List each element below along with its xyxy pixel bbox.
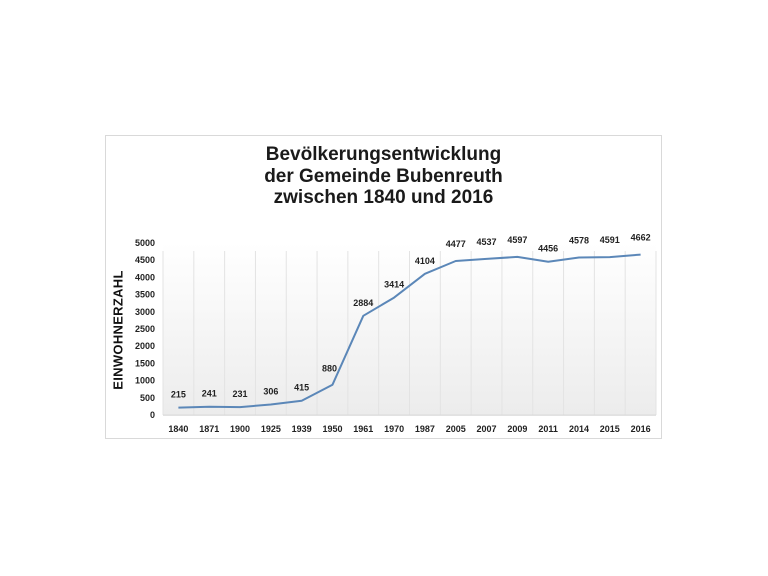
- x-tick-label: 1939: [292, 424, 312, 434]
- data-label: 4537: [477, 237, 497, 247]
- y-tick-label: 4500: [135, 255, 155, 265]
- y-tick-label: 500: [140, 393, 155, 403]
- data-label: 4591: [600, 235, 620, 245]
- data-label: 4104: [415, 256, 435, 266]
- data-label: 3414: [384, 280, 404, 290]
- y-tick-label: 4000: [135, 272, 155, 282]
- chart-title-line-1: Bevölkerungsentwicklung: [265, 144, 502, 165]
- x-tick-label: 1900: [230, 424, 250, 434]
- x-tick-label: 2005: [446, 424, 466, 434]
- data-label: 4477: [446, 239, 466, 249]
- data-label: 306: [263, 386, 278, 396]
- x-tick-label: 2014: [569, 424, 589, 434]
- y-tick-label: 2500: [135, 324, 155, 334]
- x-tick-label: 1987: [415, 424, 435, 434]
- data-label: 4578: [569, 236, 589, 246]
- x-axis-ticks: 1840 1871 1900 1925 1939 1950 1961 1970 1987 2005…: [168, 424, 650, 434]
- data-label: 880: [322, 364, 337, 374]
- data-label: 4597: [507, 235, 527, 245]
- data-label: 231: [233, 389, 248, 399]
- y-axis-ticks: 0 500 1000 1500 2000 2500 3000 3500 4000 4500 5000: [135, 238, 155, 420]
- x-tick-label: 1840: [168, 424, 188, 434]
- x-tick-label: 1961: [353, 424, 373, 434]
- data-label: 4662: [631, 233, 651, 243]
- data-label: 2884: [353, 298, 373, 308]
- y-tick-label: 1500: [135, 358, 155, 368]
- population-line: [178, 253, 641, 409]
- y-tick-label: 2000: [135, 341, 155, 351]
- y-tick-label: 3500: [135, 290, 155, 300]
- y-tick-label: 1000: [135, 376, 155, 386]
- x-tick-label: 2009: [507, 424, 527, 434]
- y-tick-label: 5000: [135, 238, 155, 248]
- data-labels: 215 241 231 306 415 880 2884 3414 4104 4477 4537 45…: [171, 233, 651, 400]
- x-tick-label: 2015: [600, 424, 620, 434]
- x-tick-label: 2007: [477, 424, 497, 434]
- data-label: 215: [171, 390, 186, 400]
- x-tick-label: 2016: [631, 424, 651, 434]
- x-tick-label: 1871: [199, 424, 219, 434]
- data-label: 4456: [538, 244, 558, 254]
- chart-title: Bevölkerungsentwicklung der Gemeinde Bub…: [105, 144, 662, 209]
- x-tick-label: 1950: [322, 424, 342, 434]
- chart-title-line-2: der Gemeinde Bubenreuth: [264, 165, 503, 187]
- x-tick-label: 1925: [261, 424, 281, 434]
- data-label: 241: [202, 389, 217, 399]
- y-tick-label: 3000: [135, 307, 155, 317]
- data-label: 415: [294, 383, 309, 393]
- gridlines: [162, 251, 657, 416]
- y-tick-label: 0: [150, 410, 155, 420]
- x-tick-label: 1970: [384, 424, 404, 434]
- x-tick-label: 2011: [538, 424, 558, 434]
- chart-title-line-3: zwischen 1840 und 2016: [273, 187, 494, 208]
